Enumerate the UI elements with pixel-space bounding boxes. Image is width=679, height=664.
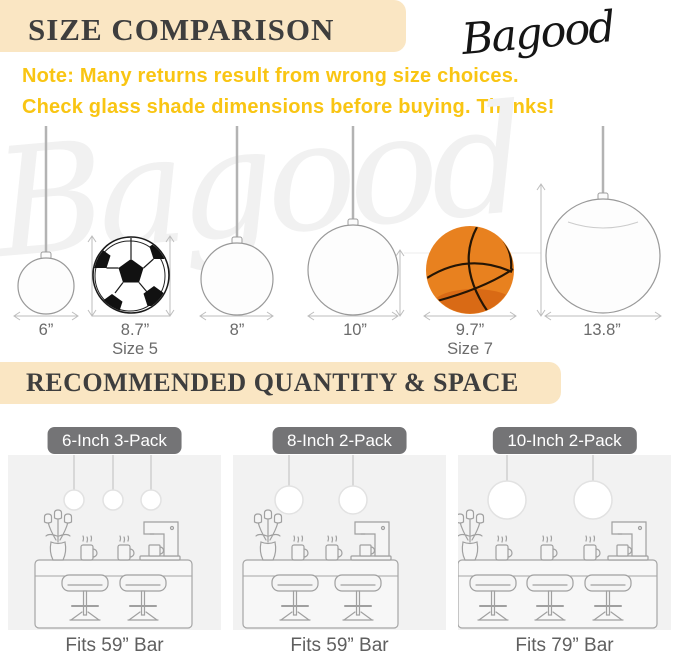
coffee-mug [540, 535, 558, 561]
coffee-mug [583, 535, 601, 561]
coffee-mug [291, 535, 309, 561]
panel-caption: Fits 79” Bar [515, 635, 614, 656]
panel-caption: Fits 59” Bar [65, 635, 164, 656]
panel-caption: Fits 59” Bar [290, 635, 389, 656]
panel-8inch-2pack: 8-Inch 2-Pack [233, 427, 446, 630]
soccer-ball [87, 235, 175, 317]
size-label-13-8in: 13.8” [583, 321, 621, 339]
pendant-light [63, 489, 85, 511]
note-line-2: Check glass shade dimensions before buyi… [22, 96, 555, 118]
pendant-light [274, 485, 304, 515]
coffee-machine [139, 521, 181, 561]
pendant-light [338, 485, 368, 515]
page-title: SIZE COMPARISON [28, 12, 335, 47]
size-label-8-7in: 8.7” [121, 321, 149, 339]
panel-badge: 6-Inch 3-Pack [47, 427, 182, 454]
section-banner [0, 362, 561, 404]
globe-13-8in [536, 126, 662, 321]
section-title: RECOMMENDED QUANTITY & SPACE [26, 368, 519, 397]
pendant-light [573, 480, 613, 520]
title-banner [0, 0, 406, 52]
bar-scene-6inch [34, 455, 193, 629]
size-sublabel-size7: Size 7 [447, 340, 493, 358]
basketball [423, 226, 517, 321]
panel-badge: 8-Inch 2-Pack [272, 427, 407, 454]
flower-vase [455, 509, 485, 561]
pendant-light [140, 489, 162, 511]
panel-10inch-2pack: 10-Inch 2-Pack [455, 427, 671, 630]
bar-scene-8inch [242, 455, 399, 629]
bar-scene-10inch [455, 455, 658, 629]
bar-counter [34, 559, 193, 629]
size-label-8in: 8” [230, 321, 245, 339]
globe-10in [307, 126, 405, 321]
panel-6inch-3pack: 6-Inch 3-Pack [8, 427, 221, 630]
bar-counter [457, 559, 658, 629]
flower-vase [43, 509, 73, 561]
size-sublabel-size5: Size 5 [112, 340, 158, 358]
note-line-1: Note: Many returns result from wrong siz… [22, 65, 519, 87]
size-comparison-figure: Bagood [0, 73, 679, 363]
size-label-6in: 6” [39, 321, 54, 339]
size-comparison-drawing: 6” 8.7” Size 5 8” 10” 9.7” Size 7 13.8” [13, 126, 662, 358]
size-label-9-7in: 9.7” [456, 321, 484, 339]
pendant-light [102, 489, 124, 511]
globe-8in [199, 126, 274, 321]
flower-vase [253, 509, 283, 561]
coffee-machine [607, 521, 649, 561]
coffee-mug [495, 535, 513, 561]
size-label-10in: 10” [343, 321, 367, 339]
pendant-light [487, 480, 527, 520]
coffee-machine [350, 521, 392, 561]
coffee-mug [325, 535, 343, 561]
globe-6in [13, 126, 79, 321]
coffee-mug [80, 535, 98, 561]
bar-counter [242, 559, 399, 629]
panel-badge: 10-Inch 2-Pack [492, 427, 637, 454]
coffee-mug [117, 535, 135, 561]
